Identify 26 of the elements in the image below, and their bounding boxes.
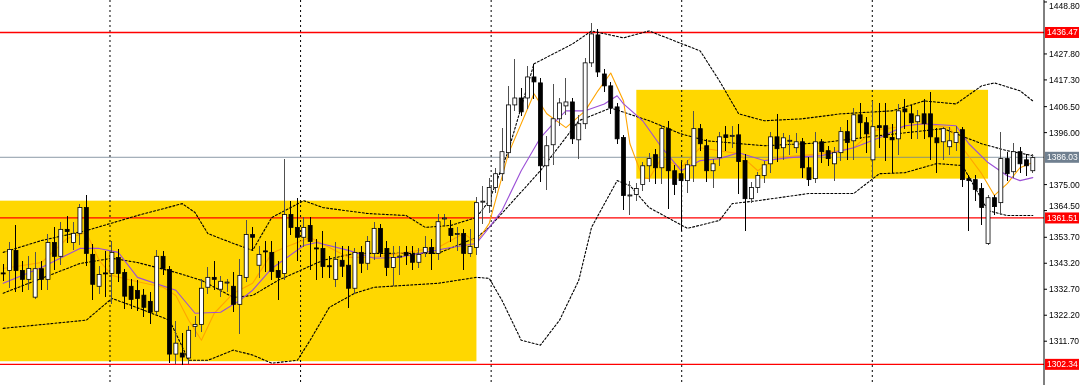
ref-line-label: 1436.47 [1047, 27, 1078, 38]
y-tick-label: 1343.20 [1049, 258, 1080, 269]
candlestick [307, 216, 313, 270]
y-tick-label: 1311.70 [1049, 336, 1080, 347]
y-tick-label: 1427.80 [1049, 48, 1080, 59]
y-tick-label: 1375.00 [1049, 179, 1080, 190]
candlestick [256, 245, 262, 278]
candlestick [205, 266, 211, 294]
y-tick-label: 1417.30 [1049, 74, 1080, 85]
candlestick [442, 213, 447, 225]
y-tick-label: 1353.70 [1049, 232, 1080, 243]
candlestick [211, 260, 217, 290]
y-tick-label: 1406.50 [1049, 101, 1080, 112]
y-tick-label: 1396.00 [1049, 127, 1080, 138]
ref-line-label: 1361.51 [1047, 212, 1078, 223]
candlestick [448, 219, 454, 242]
y-tick-label: 1364.50 [1049, 201, 1080, 212]
candlestick [64, 215, 70, 243]
y-tick-label: 1322.20 [1049, 310, 1080, 321]
y-tick-label: 1332.70 [1049, 284, 1080, 295]
ref-line-label: 1302.34 [1047, 359, 1078, 370]
ref-line-label: 1386.03 [1047, 152, 1078, 163]
candlestick [0, 263, 6, 281]
candlestick [697, 123, 703, 151]
candlestick [761, 160, 767, 183]
y-tick-label: 1448.80 [1049, 0, 1080, 11]
